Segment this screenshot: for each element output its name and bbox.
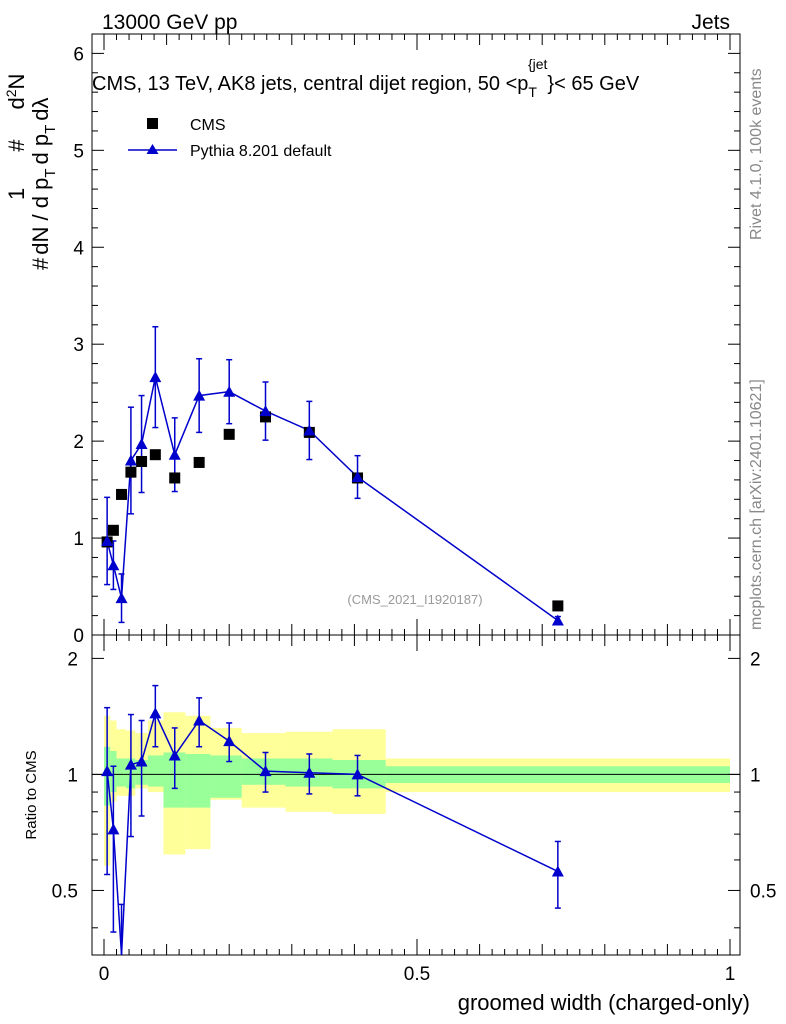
main-y-tick-label: 6: [73, 44, 84, 65]
ratio-y-tick-label-right: 1: [750, 765, 761, 786]
main-x-ticks: [103, 34, 731, 635]
pythia-data-point: [101, 534, 114, 546]
cms-data-point: [107, 524, 119, 536]
ratio-y-tick-label: 1: [67, 765, 78, 786]
legend-pythia-marker: [146, 144, 159, 154]
header-right: Jets: [691, 11, 730, 34]
plot-title-sub: T: [528, 84, 537, 100]
rivet-label: Rivet 4.1.0, 100k events: [748, 68, 765, 240]
green-band-segment: [210, 755, 242, 798]
legend: CMS Pythia 8.201 default: [128, 117, 332, 160]
ratio-x-tick-label: 0: [99, 964, 110, 985]
ratio-frame: [91, 634, 741, 956]
cms-data-point: [260, 411, 272, 423]
ratio-data-point: [193, 714, 206, 726]
cms-data-point: [552, 600, 564, 612]
main-y-tick-label: 2: [73, 432, 84, 453]
main-y-label: #dN / d pTd pTdλ 1#d2N: [3, 74, 59, 270]
ratio-data-point: [135, 755, 148, 767]
watermark: (CMS_2021_I1920187): [347, 592, 482, 607]
green-band-segment: [147, 755, 164, 787]
pythia-data-point: [551, 614, 564, 626]
cms-data-point: [116, 488, 128, 500]
ratio-data-point: [168, 749, 181, 761]
plot-title-sup: {jet: [528, 56, 548, 72]
ratio-x-tick-label: 1: [725, 964, 736, 985]
ratio-x-axis: 0 0.5 1: [99, 635, 736, 985]
pythia-data-point: [303, 424, 316, 436]
pythia-data-point: [168, 448, 181, 460]
main-y-tick-label: 0: [73, 626, 84, 647]
pythia-data-point: [124, 454, 137, 466]
cms-data-point: [125, 466, 137, 478]
ratio-panel: 0.5 0.51 12 2 0 0.5 1: [52, 634, 776, 985]
ratio-y-tick-label: 0.5: [52, 881, 78, 902]
ratio-uncertainty-bands: [104, 712, 730, 866]
ratio-plot-area: [101, 684, 564, 956]
main-y-axis: 0 1 2 3 4 5 6: [73, 33, 740, 647]
x-axis-label: groomed width (charged-only): [458, 990, 750, 1015]
pythia-data-point: [223, 385, 236, 397]
main-y-tick-label: 4: [73, 238, 84, 259]
ratio-data-point: [351, 768, 364, 780]
ratio-y-tick-label-right: 2: [750, 649, 761, 670]
green-band-segment: [116, 758, 126, 787]
legend-pythia-label: Pythia 8.201 default: [190, 143, 332, 160]
header-left: 13000 GeV pp: [102, 11, 237, 34]
pythia-data-point: [149, 371, 162, 383]
legend-cms-marker: [147, 118, 158, 129]
ratio-x-tick-label: 0.5: [404, 964, 430, 985]
mcplots-label: mcplots.cern.ch [arXiv:2401.10621]: [748, 379, 765, 630]
plot-title: CMS, 13 TeV, AK8 jets, central dijet reg…: [92, 56, 640, 100]
cms-data-point: [169, 472, 181, 484]
main-y-tick-label: 3: [73, 335, 84, 356]
cms-data-point: [136, 455, 148, 467]
main-y-tick-label: 1: [73, 529, 84, 550]
cms-data-point: [149, 449, 161, 461]
cms-data-point: [223, 428, 235, 440]
pythia-data-point: [107, 559, 120, 571]
ratio-data-point: [149, 707, 162, 719]
ratio-data-point: [107, 823, 120, 835]
ratio-y-tick-label-right: 0.5: [750, 881, 776, 902]
green-band-segment: [185, 753, 211, 808]
ratio-data-point: [124, 758, 137, 770]
pythia-series-line: [106, 376, 559, 622]
pythia-data-point: [115, 592, 128, 604]
ratio-y-label: Ratio to CMS: [23, 750, 40, 839]
y-label-text: #dN / d pTd pTdλ: [28, 98, 59, 271]
ratio-y-tick-label: 2: [67, 649, 78, 670]
ratio-data-point: [551, 865, 564, 877]
main-plot-area: [101, 325, 564, 626]
pythia-data-point: [351, 470, 364, 482]
pythia-data-point: [259, 405, 272, 417]
ratio-data-point: [259, 765, 272, 777]
ratio-data-point: [303, 766, 316, 778]
ratio-y-axis: 0.5 0.5 1 1 2 2: [52, 649, 776, 929]
main-panel: 0 1 2 3 4 5 6 (CMS_2021_I1920187) CMS, 13 TeV,…: [73, 33, 741, 647]
pythia-data-point: [193, 389, 206, 401]
ratio-data-point: [101, 765, 114, 777]
pythia-data-point: [135, 438, 148, 450]
cms-data-point: [193, 456, 205, 468]
plot-title-prefix: CMS, 13 TeV, AK8 jets, central dijet reg…: [92, 73, 528, 95]
main-y-tick-label: 5: [73, 141, 84, 162]
plot-title-suffix: }< 65 GeV: [547, 73, 639, 95]
ratio-data-point: [223, 735, 236, 747]
y-label-numerator: 1#d2N: [3, 74, 29, 200]
legend-cms-label: CMS: [190, 117, 226, 134]
